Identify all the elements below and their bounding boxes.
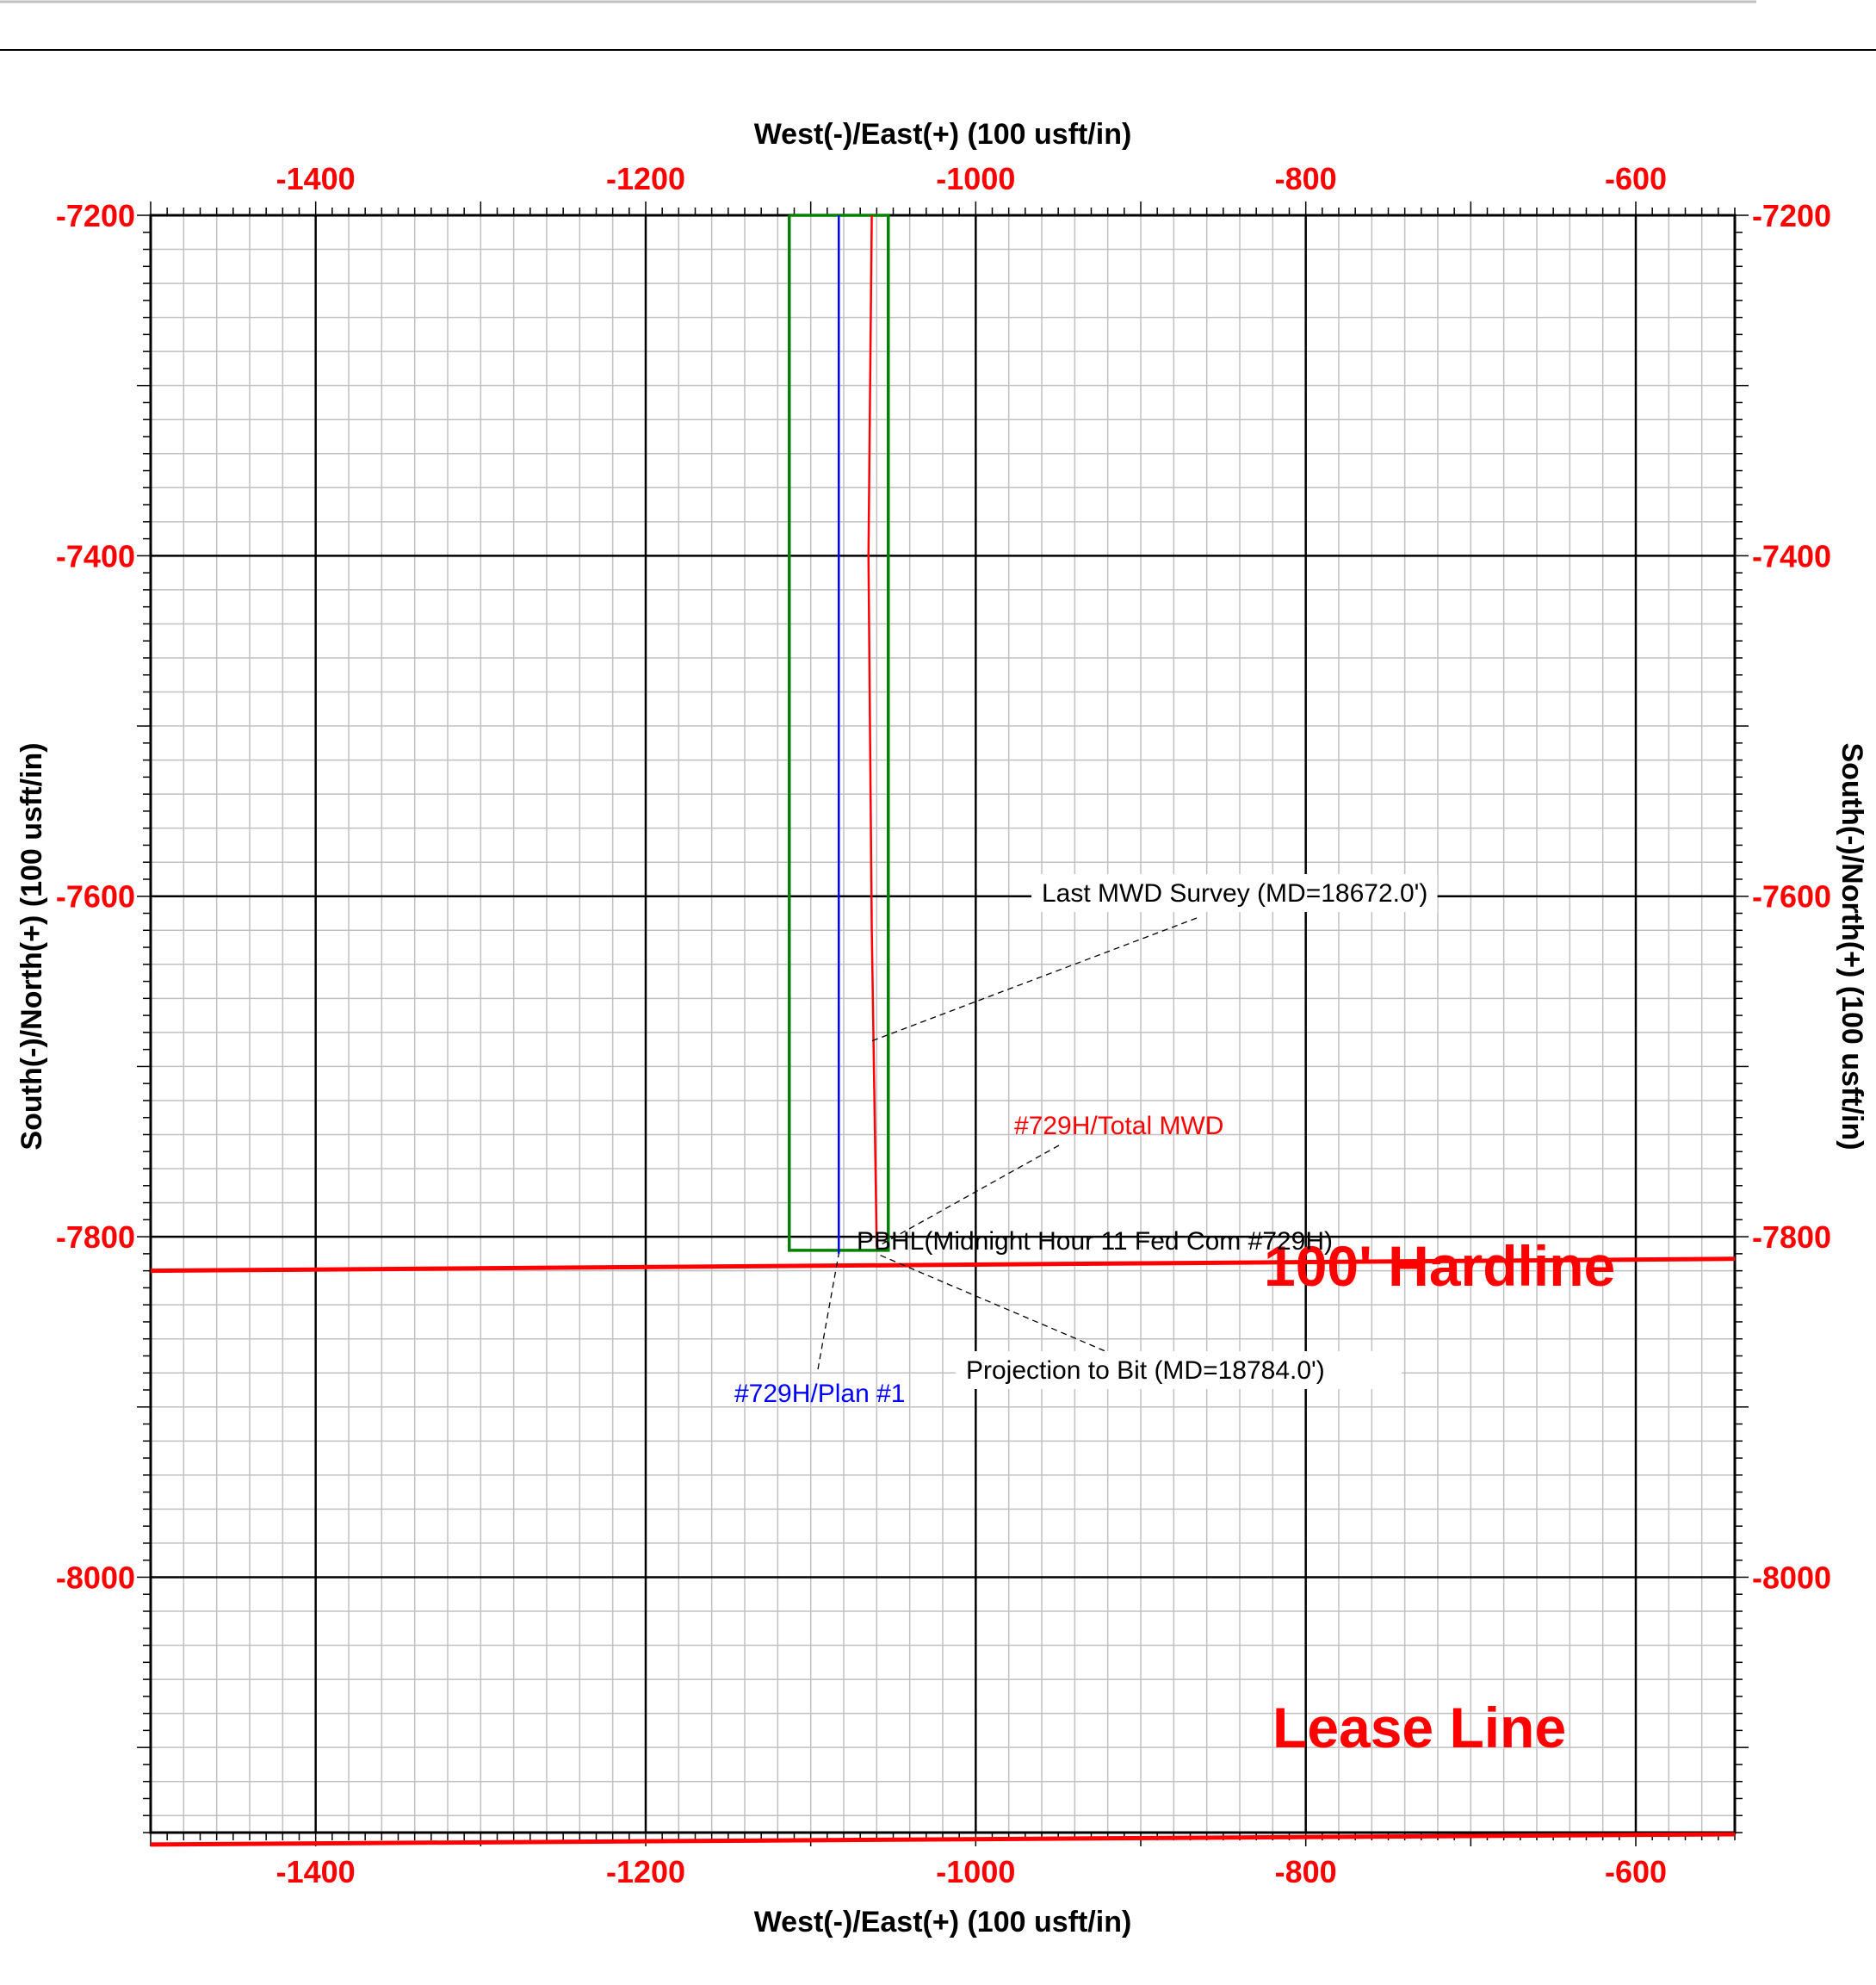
projection-to-bit-label-leader <box>876 1253 1124 1360</box>
y-tick-label-right: -7800 <box>1752 1219 1831 1255</box>
lease-line-boundary <box>150 1832 1736 1847</box>
mwd-wellpath-line <box>867 214 878 1247</box>
x-tick-label-top: -1200 <box>606 161 685 196</box>
y-tick-label-left: -7800 <box>56 1219 135 1255</box>
x-tick-label-bottom: -600 <box>1605 1854 1667 1889</box>
y-tick-label-right: -8000 <box>1752 1560 1831 1595</box>
x-tick-label-bottom: -800 <box>1275 1854 1337 1889</box>
projection-to-bit-label: Projection to Bit (MD=18784.0') <box>966 1356 1325 1385</box>
y-tick-label-left: -7200 <box>56 198 135 233</box>
tick-labels: -1400 -1400 -1200 -1200 -1000 -1000 -800 -800 -6… <box>56 161 1831 1889</box>
hardline-label: 100' Hardline <box>1264 1234 1615 1298</box>
y-tick-label-right: -7600 <box>1752 879 1831 915</box>
pbhl-target-box <box>788 214 890 1252</box>
y-tick-label-left: -7600 <box>56 879 135 915</box>
y-axis-title-left: South(-)/North(+) (100 usft/in) <box>15 742 48 1150</box>
y-tick-label-right: -7400 <box>1752 538 1831 574</box>
y-tick-label-right: -7200 <box>1752 198 1831 233</box>
x-axis-title-top: West(-)/East(+) (100 usft/in) <box>754 118 1132 151</box>
x-tick-label-top: -1000 <box>936 161 1015 196</box>
y-axis-title-right: South(-)/North(+) (100 usft/in) <box>1836 742 1868 1150</box>
annotations: 100' Hardline Lease Line Last MWD Survey (… <box>734 874 1615 1759</box>
x-tick-label-top: -1400 <box>276 161 356 196</box>
projection-to-bit-label-background <box>956 1351 1402 1389</box>
x-tick-label-bottom: -1200 <box>606 1854 685 1889</box>
plan-label-leader <box>817 1253 839 1370</box>
lease-line-label: Lease Line <box>1272 1696 1566 1759</box>
x-tick-label-bottom: -1000 <box>936 1854 1015 1889</box>
last-mwd-survey-label-background <box>1031 874 1438 912</box>
hardline-boundary <box>150 1256 1736 1274</box>
total-mwd-label-leader <box>876 1144 1060 1248</box>
series-layer <box>150 214 1736 1847</box>
y-tick-label-left: -7400 <box>56 538 135 574</box>
x-tick-label-bottom: -1400 <box>276 1854 356 1889</box>
plan-label: #729H/Plan #1 <box>734 1380 906 1408</box>
last-mwd-survey-label-leader <box>871 917 1198 1042</box>
total-mwd-label: #729H/Total MWD <box>1014 1112 1223 1140</box>
pbhl-label: PBHL(Midnight Hour 11 Fed Com #729H) <box>857 1227 1333 1256</box>
minor-grid <box>150 215 1736 1833</box>
annotation-leaders <box>817 917 1198 1370</box>
x-axis-title-bottom: West(-)/East(+) (100 usft/in) <box>754 1906 1132 1938</box>
y-tick-label-left: -8000 <box>56 1560 135 1595</box>
x-tick-label-top: -600 <box>1605 161 1667 196</box>
plot-frame <box>149 214 1737 1834</box>
last-mwd-survey-label: Last MWD Survey (MD=18672.0') <box>1042 879 1427 908</box>
x-tick-label-top: -800 <box>1275 161 1337 196</box>
